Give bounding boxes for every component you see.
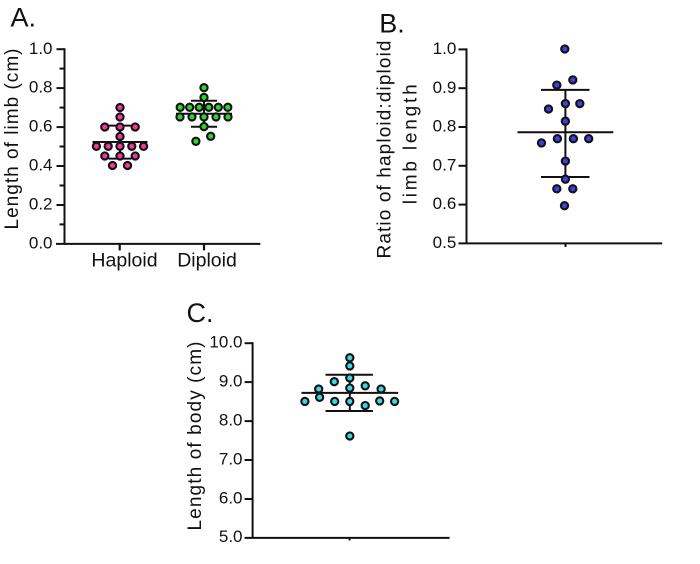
svg-text:8.0: 8.0 — [219, 410, 243, 429]
svg-text:0.5: 0.5 — [433, 233, 457, 252]
svg-text:Haploid: Haploid — [91, 249, 157, 271]
svg-text:Diploid: Diploid — [177, 249, 237, 271]
svg-text:10.0: 10.0 — [209, 333, 242, 352]
svg-text:A.: A. — [11, 2, 37, 32]
svg-text:Length of body (cm): Length of body (cm) — [185, 342, 206, 531]
svg-text:1.0: 1.0 — [433, 39, 457, 58]
svg-text:0.0: 0.0 — [29, 234, 53, 253]
svg-text:0.7: 0.7 — [433, 155, 457, 174]
svg-text:B.: B. — [379, 8, 405, 38]
svg-text:7.0: 7.0 — [219, 449, 243, 468]
svg-text:0.8: 0.8 — [29, 78, 53, 97]
svg-text:C.: C. — [187, 298, 214, 328]
svg-text:Length of limb (cm): Length of limb (cm) — [2, 49, 23, 230]
svg-text:9.0: 9.0 — [219, 371, 243, 390]
svg-text:0.9: 0.9 — [433, 78, 457, 97]
svg-text:5.0: 5.0 — [219, 527, 243, 546]
svg-text:0.6: 0.6 — [433, 194, 457, 213]
svg-text:1.0: 1.0 — [29, 39, 53, 58]
svg-text:6.0: 6.0 — [219, 488, 243, 507]
svg-text:Ratio of haploid:diploid: Ratio of haploid:diploid — [375, 41, 396, 259]
svg-text:0.2: 0.2 — [29, 195, 53, 214]
svg-text:0.8: 0.8 — [433, 117, 457, 136]
svg-text:0.4: 0.4 — [29, 156, 53, 175]
svg-text:0.6: 0.6 — [29, 117, 53, 136]
